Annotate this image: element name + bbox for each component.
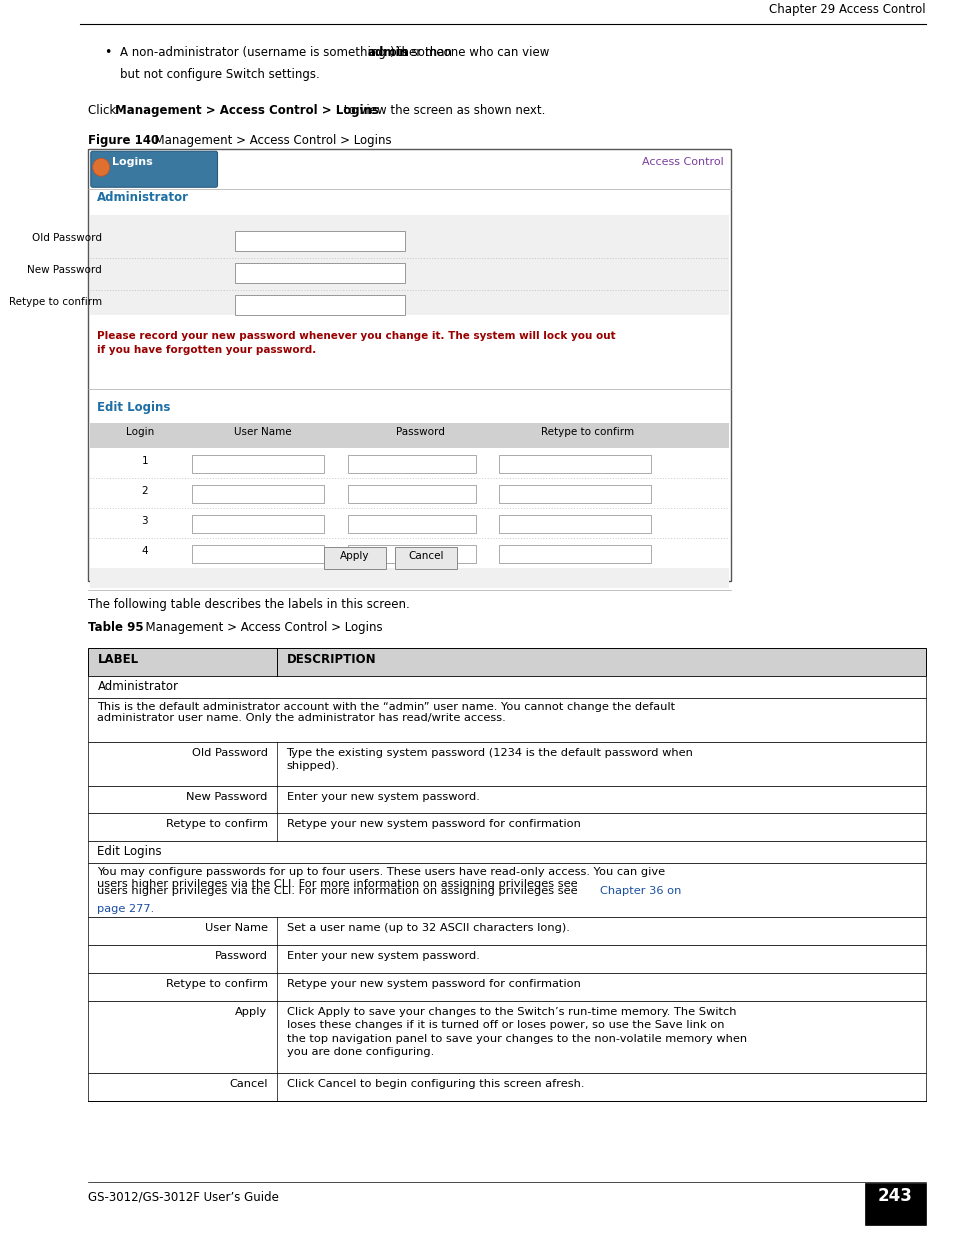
Text: Click: Click [88, 104, 120, 117]
Bar [192, 454, 324, 473]
Bar [192, 485, 324, 503]
Bar [88, 647, 924, 676]
Text: Old Password: Old Password [192, 747, 268, 757]
Bar [88, 1073, 924, 1102]
Bar [88, 785, 924, 814]
Text: Enter your new system password.: Enter your new system password. [286, 792, 479, 802]
Bar [348, 454, 476, 473]
Text: Management > Access Control > Logins: Management > Access Control > Logins [147, 135, 391, 147]
Text: Retype your new system password for confirmation: Retype your new system password for conf… [286, 820, 579, 830]
Text: Edit Logins: Edit Logins [97, 401, 171, 414]
Text: New Password: New Password [28, 266, 102, 275]
Text: Logins: Logins [112, 157, 152, 167]
Bar [88, 1002, 924, 1073]
Text: to view the screen as shown next.: to view the screen as shown next. [339, 104, 545, 117]
Bar [88, 841, 924, 863]
Bar [88, 863, 924, 918]
Bar [88, 698, 924, 741]
Text: Management > Access Control > Logins: Management > Access Control > Logins [114, 104, 378, 117]
Text: Password: Password [395, 427, 445, 437]
Text: ) is someone who can view: ) is someone who can view [390, 47, 549, 59]
Bar [88, 814, 924, 841]
Bar [234, 295, 404, 315]
Text: page 277.: page 277. [97, 904, 154, 914]
Text: Click Apply to save your changes to the Switch’s run-time memory. The Switch
los: Click Apply to save your changes to the … [286, 1008, 746, 1057]
Bar [90, 568, 728, 588]
Text: Password: Password [214, 951, 268, 961]
Text: Table 95: Table 95 [88, 621, 144, 634]
Text: Administrator: Administrator [97, 679, 178, 693]
Text: Click Cancel to begin configuring this screen afresh.: Click Cancel to begin configuring this s… [286, 1079, 583, 1089]
Text: 4: 4 [141, 546, 148, 556]
Text: Access Control: Access Control [640, 157, 722, 167]
Bar [348, 515, 476, 532]
Text: admin: admin [367, 47, 408, 59]
Text: User Name: User Name [204, 924, 268, 934]
Bar [192, 515, 324, 532]
Text: Retype your new system password for confirmation: Retype your new system password for conf… [286, 979, 579, 989]
Text: You may configure passwords for up to four users. These users have read-only acc: You may configure passwords for up to fo… [97, 867, 665, 889]
Text: Retype to confirm: Retype to confirm [9, 298, 102, 308]
Text: Set a user name (up to 32 ASCII characters long).: Set a user name (up to 32 ASCII characte… [286, 924, 569, 934]
Text: Figure 140: Figure 140 [88, 135, 159, 147]
Text: Management > Access Control > Logins: Management > Access Control > Logins [138, 621, 382, 634]
Text: Apply: Apply [235, 1008, 268, 1018]
Text: 243: 243 [877, 1187, 912, 1205]
Bar [88, 676, 924, 698]
Bar [395, 547, 456, 569]
Bar [88, 741, 924, 785]
Bar [234, 231, 404, 251]
Text: New Password: New Password [186, 792, 268, 802]
Bar [498, 485, 650, 503]
Text: Type the existing system password (1234 is the default password when
shipped).: Type the existing system password (1234 … [286, 747, 693, 771]
Bar [348, 545, 476, 563]
Text: Administrator: Administrator [97, 191, 190, 204]
Text: DESCRIPTION: DESCRIPTION [286, 652, 375, 666]
Text: Chapter 29 Access Control: Chapter 29 Access Control [768, 4, 924, 16]
Text: GS-3012/GS-3012F User’s Guide: GS-3012/GS-3012F User’s Guide [88, 1191, 278, 1203]
Bar [88, 149, 730, 580]
Bar [498, 515, 650, 532]
FancyBboxPatch shape [91, 151, 217, 188]
Bar [348, 485, 476, 503]
Text: A non-administrator (username is something other than: A non-administrator (username is somethi… [120, 47, 456, 59]
Text: Retype to confirm: Retype to confirm [166, 820, 268, 830]
Circle shape [92, 158, 110, 177]
Text: but not configure Switch settings.: but not configure Switch settings. [120, 68, 319, 82]
Bar [498, 545, 650, 563]
Bar [498, 454, 650, 473]
Bar [88, 918, 924, 945]
Text: Old Password: Old Password [32, 233, 102, 243]
Text: LABEL: LABEL [97, 652, 138, 666]
Bar [88, 973, 924, 1002]
Text: This is the default administrator account with the “admin” user name. You cannot: This is the default administrator accoun… [97, 701, 675, 724]
Text: Please record your new password whenever you change it. The system will lock you: Please record your new password whenever… [97, 331, 616, 356]
Text: •: • [104, 47, 112, 59]
Text: Edit Logins: Edit Logins [97, 846, 162, 858]
Bar [234, 263, 404, 283]
Text: Cancel: Cancel [229, 1079, 268, 1089]
Text: Retype to confirm: Retype to confirm [166, 979, 268, 989]
Text: Chapter 36 on: Chapter 36 on [599, 885, 681, 895]
Text: 2: 2 [141, 485, 148, 496]
Text: Enter your new system password.: Enter your new system password. [286, 951, 479, 961]
Text: The following table describes the labels in this screen.: The following table describes the labels… [88, 598, 409, 611]
Bar [90, 215, 728, 315]
Text: 1: 1 [141, 456, 148, 466]
Text: users higher privileges via the CLI. For more information on assigning privilege: users higher privileges via the CLI. For… [97, 885, 581, 895]
Text: Login: Login [126, 427, 154, 437]
Bar [88, 945, 924, 973]
Text: User Name: User Name [233, 427, 292, 437]
Text: 3: 3 [141, 516, 148, 526]
Text: Retype to confirm: Retype to confirm [540, 427, 633, 437]
Bar [864, 1183, 924, 1225]
Text: Cancel: Cancel [408, 551, 443, 561]
Bar [324, 547, 385, 569]
Text: Apply: Apply [340, 551, 370, 561]
Bar [192, 545, 324, 563]
Bar [90, 422, 728, 448]
